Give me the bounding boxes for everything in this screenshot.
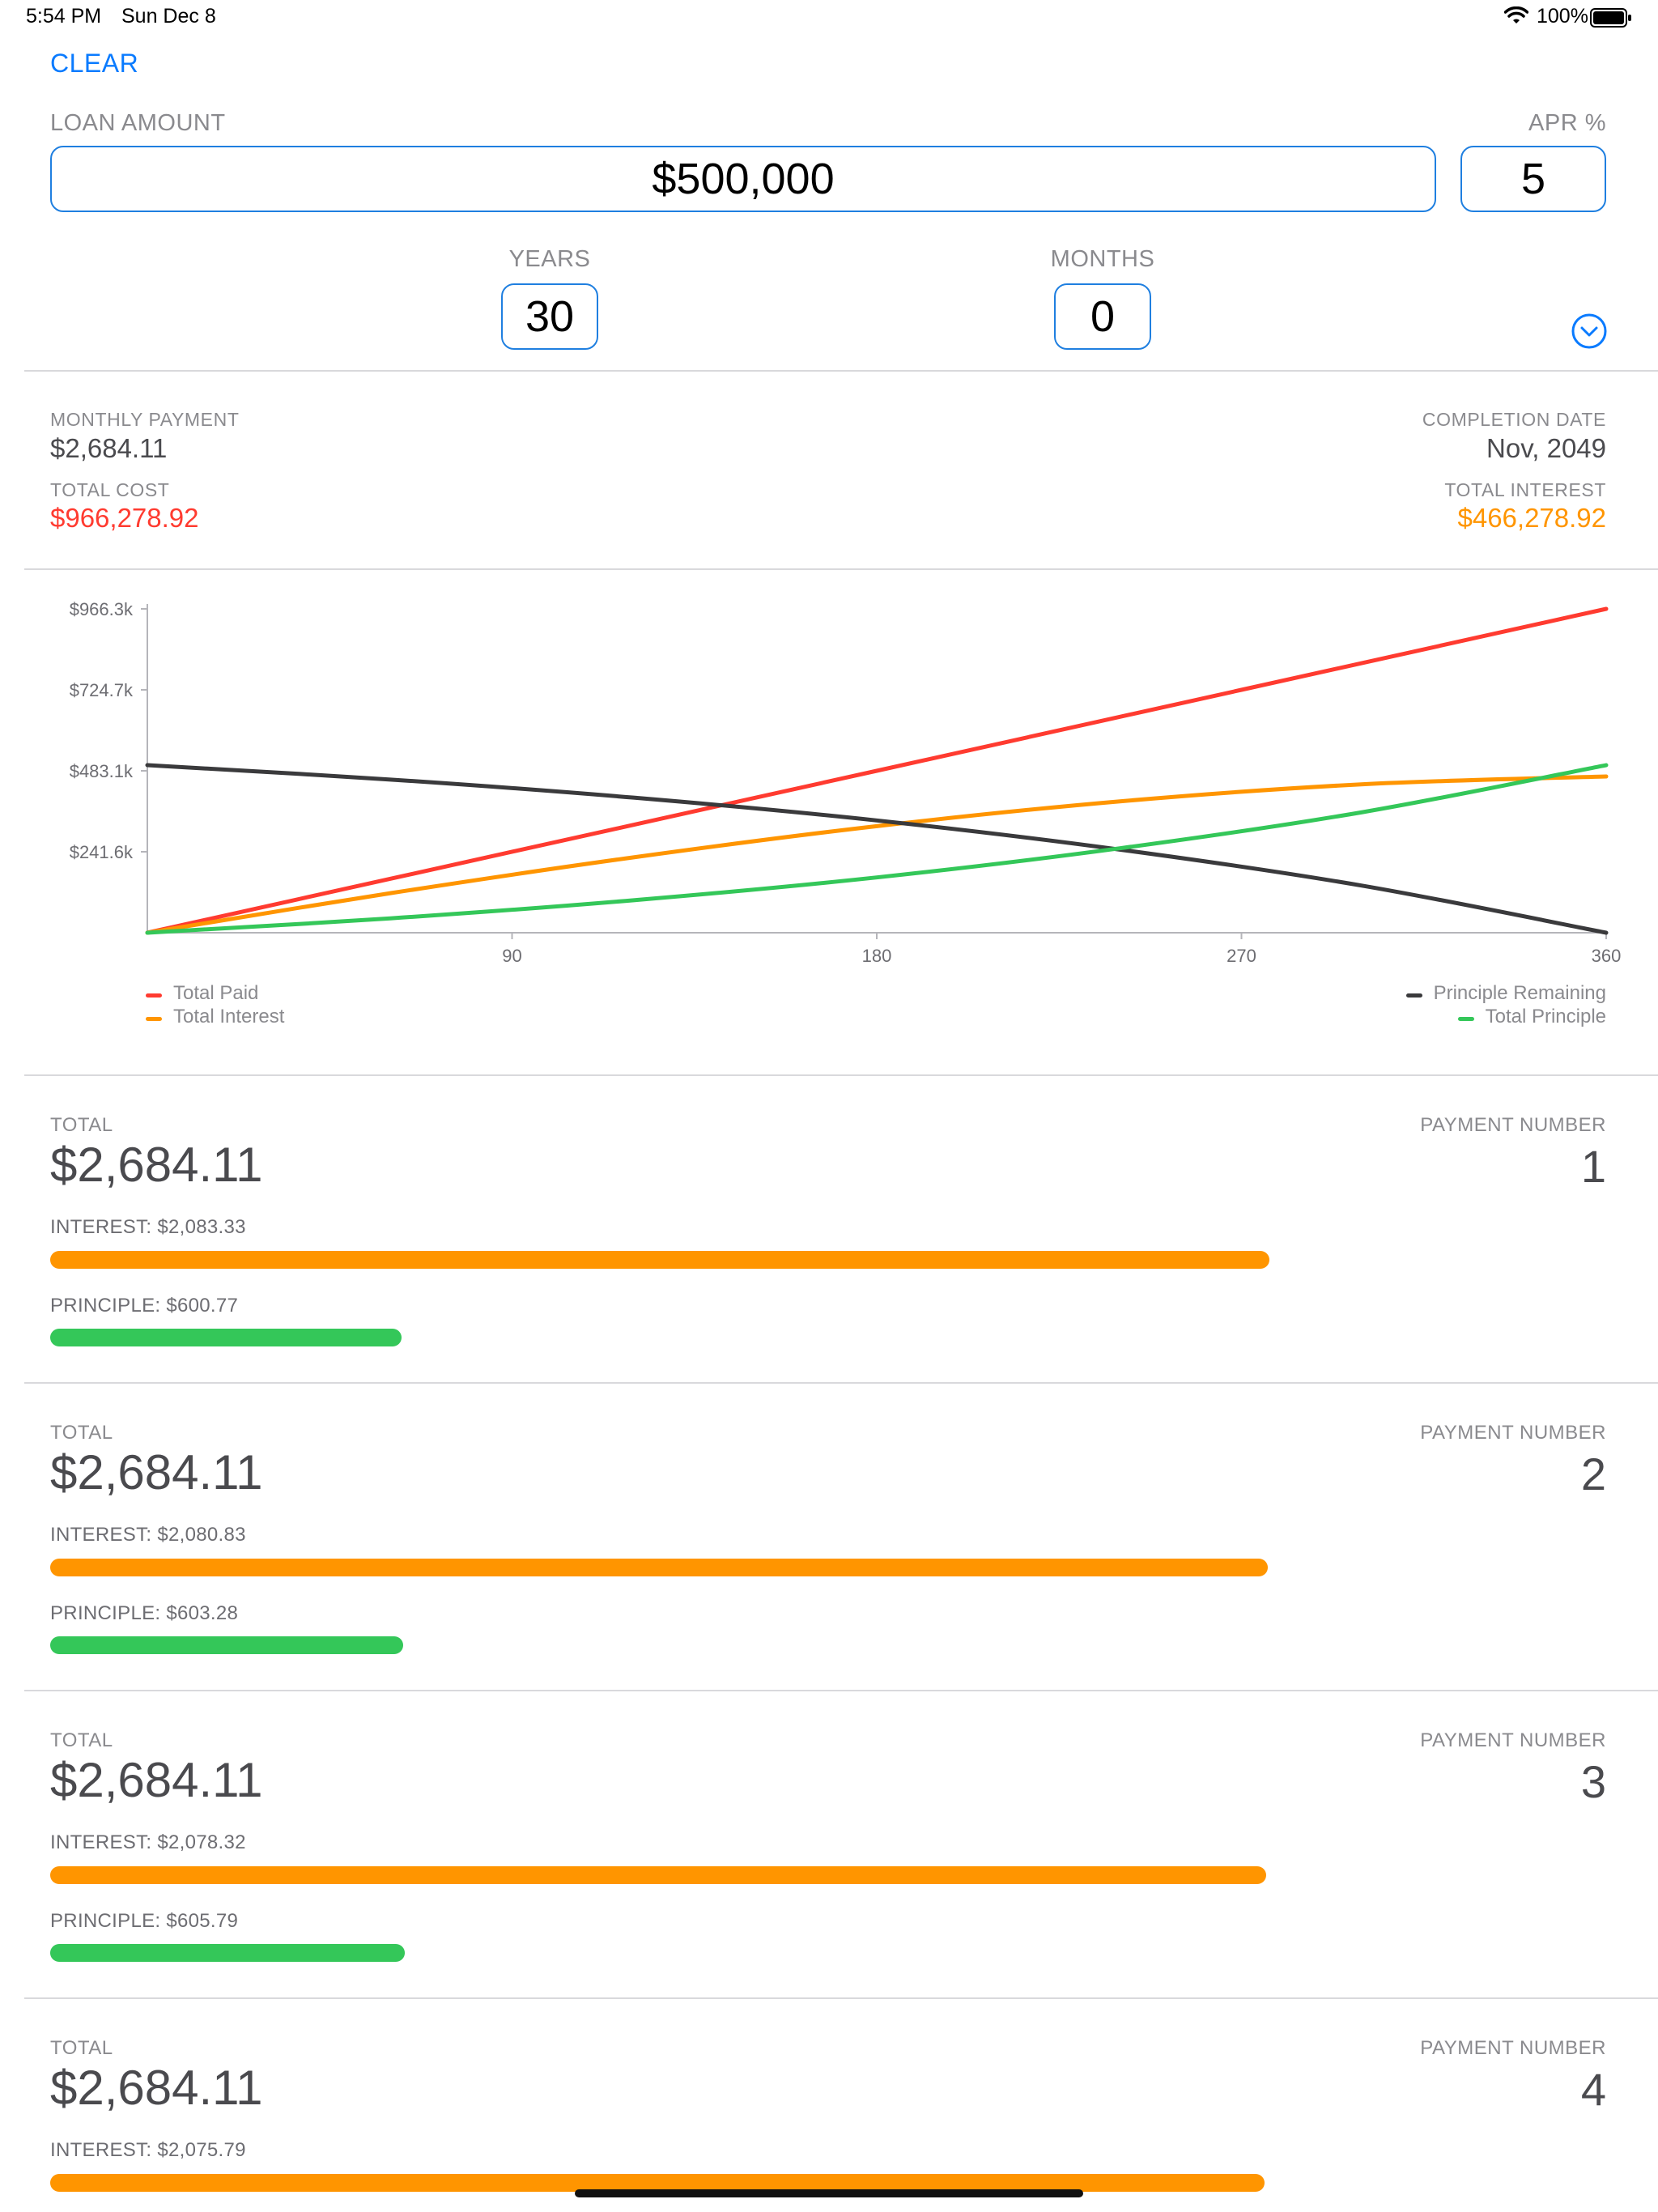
- principle-bar: [50, 1636, 403, 1654]
- divider: [24, 1997, 1658, 1999]
- legend-item-principle-remaining: Principle Remaining: [1405, 982, 1606, 1005]
- payment-number: 1: [1580, 1141, 1606, 1192]
- loan-chart: $966.3k $724.7k $483.1k $241.6k 90 180 270 360: [70, 599, 1622, 966]
- y-tick-label: $966.3k: [70, 599, 134, 619]
- payment-total: $2,684.11: [50, 1753, 263, 1807]
- interest-text: INTEREST: $2,075.79: [50, 2139, 246, 2161]
- battery-icon: [1590, 8, 1632, 32]
- monthly-payment-value: $2,684.11: [50, 433, 168, 463]
- principle-text: PRINCIPLE: $600.77: [50, 1295, 239, 1317]
- x-tick-label: 270: [1226, 946, 1256, 966]
- legend-label: Total Principle: [1485, 1006, 1606, 1027]
- divider: [24, 1074, 1658, 1076]
- interest-text: INTEREST: $2,083.33: [50, 1216, 246, 1238]
- divider: [24, 1690, 1658, 1691]
- completion-date-label: COMPLETION DATE: [1422, 409, 1606, 430]
- divider: [24, 1382, 1658, 1384]
- home-indicator[interactable]: [575, 2189, 1083, 2197]
- payment-number-label: PAYMENT NUMBER: [1420, 1114, 1606, 1136]
- payment-number: 4: [1580, 2064, 1606, 2115]
- payment-number-label: PAYMENT NUMBER: [1420, 1729, 1606, 1751]
- years-label: YEARS: [508, 246, 591, 272]
- x-tick-label: 90: [502, 946, 521, 966]
- interest-bar: [50, 1251, 1269, 1269]
- months-value: 0: [1090, 292, 1116, 341]
- payment-card[interactable]: TOTAL $2,684.11 PAYMENT NUMBER 3 INTERES…: [0, 1691, 1658, 1999]
- y-tick-label: $241.6k: [70, 842, 134, 862]
- clear-button[interactable]: CLEAR: [50, 49, 139, 78]
- principle-text: PRINCIPLE: $603.28: [50, 1602, 239, 1624]
- total-label: TOTAL: [50, 1114, 113, 1136]
- divider: [24, 568, 1658, 570]
- status-time: 5:54 PM: [26, 5, 102, 28]
- apr-input[interactable]: 5: [1460, 146, 1606, 212]
- interest-bar: [50, 1559, 1268, 1576]
- battery-percentage: 100%: [1537, 5, 1588, 28]
- payment-total: $2,684.11: [50, 1138, 263, 1192]
- principle-text: PRINCIPLE: $605.79: [50, 1910, 239, 1932]
- payment-number-label: PAYMENT NUMBER: [1420, 2037, 1606, 2059]
- legend-label: Total Paid: [173, 982, 259, 1004]
- legend-swatch: [146, 1017, 162, 1022]
- loan-amount-value: $500,000: [652, 155, 835, 203]
- payment-card[interactable]: TOTAL $2,684.11 PAYMENT NUMBER 1 INTERES…: [0, 1075, 1658, 1384]
- divider: [24, 370, 1658, 372]
- legend-item-total-paid: Total Paid: [146, 982, 258, 1005]
- loan-amount-label: LOAN AMOUNT: [50, 110, 226, 136]
- interest-text: INTEREST: $2,080.83: [50, 1524, 246, 1546]
- total-label: TOTAL: [50, 2037, 113, 2059]
- payment-total: $2,684.11: [50, 2061, 263, 2115]
- legend-label: Total Interest: [173, 1006, 285, 1027]
- interest-text: INTEREST: $2,078.32: [50, 1831, 246, 1853]
- payment-number-label: PAYMENT NUMBER: [1420, 1422, 1606, 1444]
- monthly-payment-label: MONTHLY PAYMENT: [50, 409, 240, 430]
- series-line-total-principle: [145, 763, 1609, 935]
- years-value: 30: [525, 292, 575, 341]
- payment-number: 2: [1580, 1448, 1606, 1499]
- series-line-total-interest: [145, 774, 1609, 935]
- expand-chevron-down-icon[interactable]: [1571, 313, 1608, 354]
- payment-number: 3: [1580, 1756, 1606, 1807]
- completion-date-value: Nov, 2049: [1486, 433, 1606, 463]
- years-input[interactable]: 30: [501, 283, 598, 350]
- total-label: TOTAL: [50, 1422, 113, 1444]
- principle-bar: [50, 1329, 402, 1346]
- x-tick-label: 360: [1592, 946, 1622, 966]
- legend-swatch: [1405, 993, 1422, 998]
- loan-amount-input[interactable]: $500,000: [50, 146, 1436, 212]
- legend-item-total-interest: Total Interest: [146, 1006, 284, 1028]
- total-cost-label: TOTAL COST: [50, 479, 170, 500]
- x-tick-label: 180: [862, 946, 892, 966]
- apr-value: 5: [1520, 155, 1546, 203]
- interest-bar: [50, 1866, 1266, 1884]
- payment-card[interactable]: TOTAL $2,684.11 PAYMENT NUMBER 2 INTERES…: [0, 1383, 1658, 1691]
- legend-label: Principle Remaining: [1433, 982, 1606, 1004]
- series-line-total-paid: [145, 606, 1609, 935]
- status-date: Sun Dec 8: [121, 5, 216, 28]
- total-interest-label: TOTAL INTEREST: [1444, 479, 1606, 500]
- wifi-icon: [1503, 6, 1529, 30]
- principle-bar: [50, 1944, 405, 1962]
- y-tick-label: $724.7k: [70, 680, 134, 700]
- total-label: TOTAL: [50, 1729, 113, 1751]
- legend-swatch: [146, 993, 162, 998]
- y-tick-label: $483.1k: [70, 761, 134, 781]
- legend-swatch: [1457, 1017, 1474, 1022]
- interest-bar: [50, 2174, 1265, 2192]
- apr-label: APR %: [1528, 110, 1606, 136]
- payment-card[interactable]: TOTAL $2,684.11 PAYMENT NUMBER 4 INTERES…: [0, 1998, 1658, 2212]
- months-input[interactable]: 0: [1054, 283, 1151, 350]
- series-line-principle-remaining: [145, 763, 1609, 935]
- months-label: MONTHS: [1050, 246, 1155, 272]
- total-interest-value: $466,278.92: [1457, 503, 1606, 533]
- payment-total: $2,684.11: [50, 1445, 263, 1499]
- total-cost-value: $966,278.92: [50, 503, 199, 533]
- legend-item-total-principle: Total Principle: [1457, 1006, 1606, 1028]
